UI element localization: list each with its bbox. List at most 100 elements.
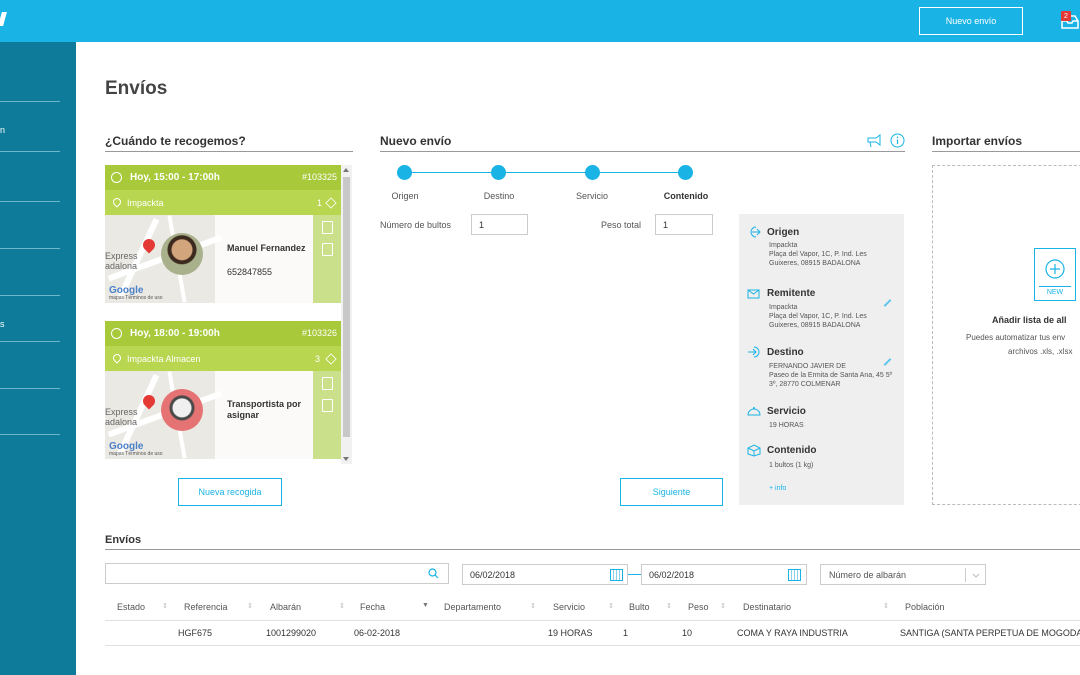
import-desc-2: archivos .xls, .xlsx [1008,347,1073,356]
col-referencia[interactable]: Referencia [184,602,228,612]
label-icon[interactable] [322,243,333,256]
pickup-card[interactable]: Hoy, 15:00 - 17:00h #103325 Impackta 1 E… [105,165,341,303]
step-contenido-dot[interactable] [678,165,693,180]
map[interactable]: Express adalona Google mapas Términos de… [105,215,313,303]
sidebar-item-4[interactable] [0,248,60,249]
col-albaran[interactable]: Albarán [270,602,302,612]
summary-destino-title: Destino [767,347,804,358]
scroll-up-icon[interactable] [343,168,349,172]
label-icon[interactable] [322,399,333,412]
chevron-down-icon[interactable] [972,573,980,578]
albaran-select[interactable]: Número de albarán [820,564,986,585]
col-estado[interactable]: Estado [117,602,146,612]
step-destino-dot[interactable] [491,165,506,180]
document-icon[interactable] [322,221,333,234]
col-departamento[interactable]: Departamento [444,602,502,612]
date-from-field[interactable]: 06/02/2018 [462,564,628,585]
more-info-link[interactable]: + info [769,485,787,492]
sort-icon[interactable]: ⇕ [608,603,614,610]
sidebar-item-7[interactable] [0,388,60,389]
map-footer: mapas Términos de uso [109,451,163,457]
sidebar-item-5[interactable] [0,295,60,296]
pickup-card-body: Express adalona Google mapas Términos de… [105,371,341,459]
logo[interactable] [0,12,7,26]
pickup-scrollbar[interactable] [341,165,352,464]
pickup-location: Impackta Almacen [127,354,201,364]
sidebar-item-3[interactable] [0,201,60,202]
table-divider [105,620,1080,621]
driver-phone: 652847855 [227,267,273,277]
col-poblacion[interactable]: Población [905,602,945,612]
package-icon [747,444,761,457]
origin-icon [750,226,761,238]
sort-icon[interactable]: ⇕ [883,603,889,610]
peso-input[interactable] [655,214,713,235]
info-icon[interactable] [890,133,905,148]
import-add-list: Añadir lista de all [992,315,1067,325]
sort-icon[interactable]: ⇕ [530,603,536,610]
driver-avatar [161,233,203,275]
scroll-thumb[interactable] [343,177,350,437]
calendar-icon[interactable] [610,569,623,581]
shipment-summary: Origen Impackta Plaça del Vapor, 1C, P. … [739,214,904,505]
scroll-down-icon[interactable] [343,457,349,461]
cell-poblacion: SANTIGA (SANTA PERPETUA DE MOGODA) [900,628,1080,638]
guide-icon[interactable] [866,134,882,148]
step-origen-dot[interactable] [397,165,412,180]
map[interactable]: Express adalona Google mapas Términos de… [105,371,313,459]
summary-remitente-text: Impackta Plaça del Vapor, 1C, P. Ind. Le… [769,304,867,329]
sort-icon[interactable]: ⇕ [720,603,726,610]
bultos-input[interactable] [471,214,528,235]
sidebar: n s [0,42,76,675]
map-city: adalona [105,261,138,271]
sidebar-item-8[interactable] [0,434,60,435]
col-fecha[interactable]: Fecha [360,602,386,612]
pickup-card[interactable]: Hoy, 18:00 - 19:00h #103326 Impackta Alm… [105,321,341,459]
step-destino-label: Destino [483,191,515,201]
new-shipment-button[interactable]: Nuevo envío [919,7,1023,35]
summary-servicio-text: 19 HORAS [769,422,804,429]
import-dropzone[interactable] [932,165,1080,505]
calendar-icon[interactable] [788,569,801,581]
search-input[interactable] [105,563,449,584]
summary-contenido-title: Contenido [767,445,817,456]
date-to-field[interactable]: 06/02/2018 [641,564,807,585]
new-pickup-button[interactable]: Nueva recogida [178,478,282,506]
driver-name: Transportista por asignar [227,399,302,420]
bultos-label: Número de bultos [380,220,452,230]
pickup-card-header: Hoy, 15:00 - 17:00h #103325 [105,165,341,190]
search-icon[interactable] [428,568,439,579]
summary-remitente-title: Remitente [767,288,816,299]
pickup-card-body: Express adalona Google mapas Términos de… [105,215,341,303]
new-file-icon[interactable]: NEW [1034,248,1076,301]
pickup-list: Hoy, 15:00 - 17:00h #103325 Impackta 1 E… [105,165,353,464]
sort-icon[interactable]: ⇕ [162,603,168,610]
sidebar-item-1[interactable] [0,101,60,102]
sort-icon[interactable]: ⇕ [666,603,672,610]
divider [105,549,1080,550]
sidebar-item-6[interactable] [0,341,60,342]
divider [932,151,1080,152]
col-bulto[interactable]: Bulto [629,602,650,612]
cell-servicio: 19 HORAS [548,628,593,638]
sort-desc-icon[interactable]: ▼ [422,602,429,609]
sidebar-item-label: s [0,319,5,329]
map-footer: mapas Términos de uso [109,295,163,301]
sort-icon[interactable]: ⇕ [339,603,345,610]
pickup-card-location: Impackta Almacen 3 [105,346,341,371]
col-destinatario[interactable]: Destinatario [743,602,792,612]
next-button[interactable]: Siguiente [620,478,723,506]
document-icon[interactable] [322,377,333,390]
package-count: 1 [317,198,323,208]
step-servicio-dot[interactable] [585,165,600,180]
albaran-placeholder: Número de albarán [829,569,907,580]
cell-bulto: 1 [623,628,629,638]
col-servicio[interactable]: Servicio [553,602,586,612]
cell-destinatario: COMA Y RAYA INDUSTRIA [737,628,848,638]
pickup-time: Hoy, 15:00 - 17:00h [130,172,220,183]
summary-origen-text: Impackta Plaça del Vapor, 1C, P. Ind. Le… [769,242,867,267]
pickup-title: ¿Cuándo te recogemos? [105,134,246,148]
sort-icon[interactable]: ⇕ [247,603,253,610]
sidebar-item-2[interactable] [0,151,60,152]
col-peso[interactable]: Peso [688,602,709,612]
